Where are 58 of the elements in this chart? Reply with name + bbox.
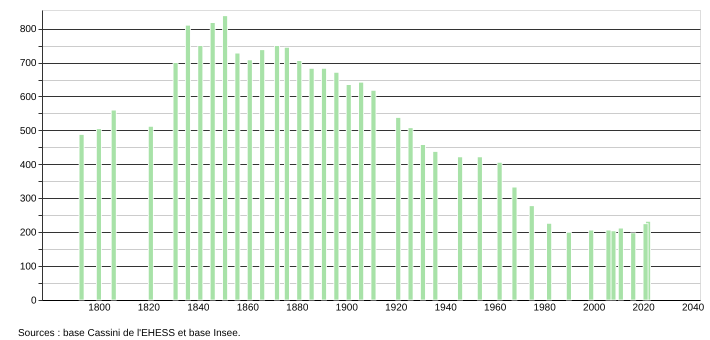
bar (284, 46, 290, 300)
y-tick-label: 600 (20, 92, 37, 103)
bar (222, 15, 228, 300)
y-tick-label: 700 (20, 58, 37, 70)
bar (476, 156, 483, 300)
x-tick-label: 1920 (385, 302, 408, 314)
bar (148, 126, 154, 300)
bar (496, 162, 503, 300)
bar (630, 232, 636, 300)
bar (234, 52, 240, 300)
bar (185, 24, 191, 300)
y-tick-label: 800 (20, 24, 37, 36)
bar (395, 117, 402, 300)
bar (296, 60, 302, 300)
bar (546, 222, 552, 300)
bar (346, 84, 352, 300)
y-tick-label: 400 (20, 160, 37, 171)
x-tick-label: 1880 (286, 302, 309, 314)
source-note: Sources : base Cassini de l'EHESS et base Insee. (18, 328, 241, 339)
bar (528, 205, 535, 300)
bar (78, 134, 84, 300)
x-tick-label: 1980 (534, 302, 556, 314)
bar (358, 82, 364, 300)
bar (370, 90, 376, 300)
y-tick-label: 100 (20, 262, 37, 273)
bar (512, 186, 518, 300)
y-tick-label: 0 (30, 296, 37, 306)
bar (642, 223, 648, 300)
bar (110, 110, 117, 300)
bar (274, 45, 280, 300)
y-tick-label: 200 (20, 228, 37, 239)
bar (408, 127, 414, 300)
bar (246, 59, 253, 300)
x-tick-label: 1940 (434, 302, 458, 314)
y-tick-label: 300 (20, 194, 37, 205)
x-tick-label: 2020 (632, 302, 656, 314)
x-tick-label: 1900 (336, 302, 358, 314)
x-tick-label: 1800 (88, 302, 111, 314)
bar (321, 68, 327, 300)
x-tick-label: 1960 (484, 302, 507, 314)
bar (210, 22, 216, 300)
x-tick-label: 2000 (583, 302, 606, 314)
bar (457, 156, 463, 300)
bar (420, 144, 426, 300)
bar (172, 62, 178, 300)
bar (588, 230, 594, 300)
x-tick-label: 1840 (187, 302, 210, 314)
x-tick-label: 1820 (138, 302, 160, 314)
bar (566, 232, 572, 300)
bar (259, 49, 266, 300)
bar (333, 72, 340, 300)
bar (308, 68, 315, 300)
x-tick-label: 2040 (682, 302, 705, 314)
x-tick-label: 1860 (236, 302, 260, 314)
bar (197, 45, 204, 300)
bar (432, 151, 438, 300)
bar (96, 128, 102, 300)
y-tick-label: 500 (20, 126, 37, 137)
